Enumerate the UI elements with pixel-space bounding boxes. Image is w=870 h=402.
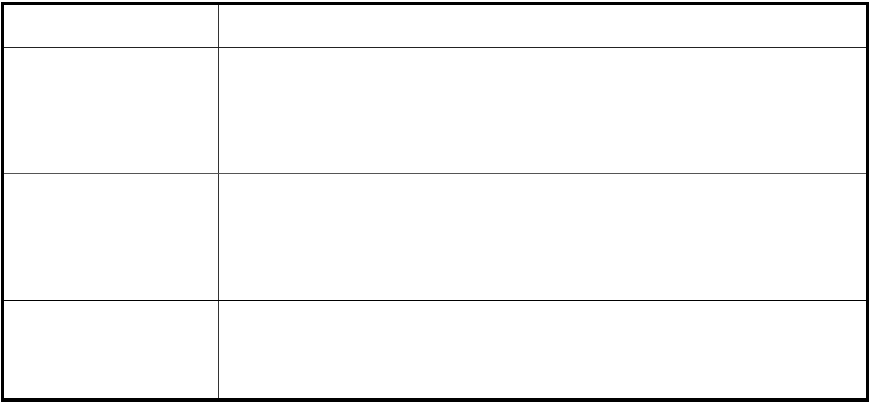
table-cell <box>4 174 218 300</box>
row-divider <box>4 47 866 48</box>
row-divider <box>4 300 866 301</box>
table-cell <box>4 48 218 173</box>
table-cell <box>4 301 218 398</box>
table-cell <box>219 301 866 398</box>
column-divider <box>218 5 219 398</box>
table-cell <box>219 174 866 300</box>
table-cell <box>219 48 866 173</box>
table-cell <box>4 5 218 47</box>
table-cell <box>219 5 866 47</box>
row-divider <box>4 173 866 174</box>
